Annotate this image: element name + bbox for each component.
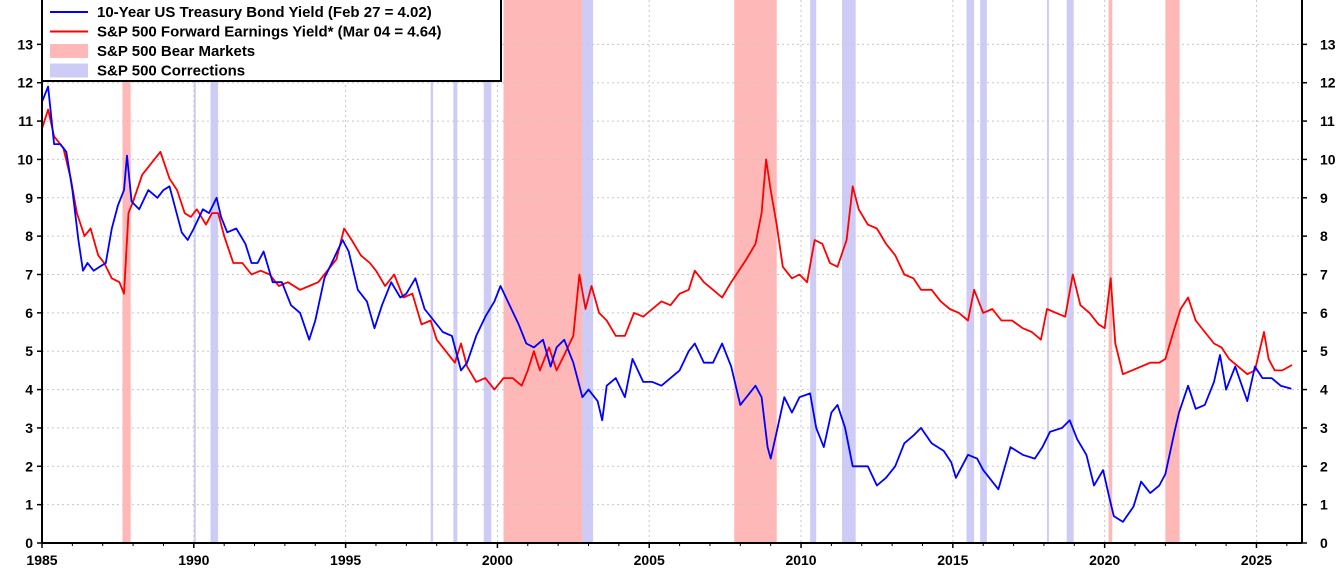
correction-band (980, 0, 987, 543)
legend-label: 10-Year US Treasury Bond Yield (Feb 27 =… (97, 4, 432, 21)
plot-background (42, 0, 1302, 543)
legend-box (41, 0, 502, 82)
y-tick-label-left: 4 (25, 382, 33, 398)
treasury-yield-line (41, 85, 1292, 523)
x-tick-label: 2010 (785, 552, 816, 568)
y-tick-label-left: 7 (25, 267, 33, 283)
y-tick-label-left: 13 (17, 36, 33, 52)
y-tick-label-left: 10 (17, 151, 33, 167)
series-lines (41, 85, 1293, 523)
bear-market-band (1108, 0, 1113, 543)
legend-label: S&P 500 Corrections (97, 63, 245, 80)
correction-band (193, 0, 196, 543)
y-tick-label-left: 1 (25, 497, 33, 513)
correction-band (1066, 0, 1074, 543)
x-tick-label: 2005 (634, 552, 665, 568)
y-tick-label-left: 5 (25, 343, 33, 359)
y-tick-label-right: 4 (1320, 382, 1328, 398)
x-tick-label: 2015 (937, 552, 968, 568)
legend-swatch-band (50, 44, 88, 58)
correction-band (453, 0, 458, 543)
shaded-periods (122, 0, 1180, 543)
y-tick-label-right: 1 (1320, 497, 1328, 513)
legend: 10-Year US Treasury Bond Yield (Feb 27 =… (41, 0, 502, 82)
y-tick-label-right: 9 (1320, 190, 1328, 206)
x-tick-label: 1990 (178, 552, 209, 568)
correction-band (210, 0, 219, 543)
correction-band (966, 0, 975, 543)
legend-label: S&P 500 Forward Earnings Yield* (Mar 04 … (97, 24, 441, 41)
y-tick-label-right: 2 (1320, 458, 1328, 474)
y-tick-label-right: 8 (1320, 228, 1328, 244)
bear-market-band (734, 0, 777, 543)
correction-band (842, 0, 856, 543)
y-tick-label-left: 6 (25, 305, 33, 321)
y-tick-label-left: 3 (25, 420, 33, 436)
y-tick-label-right: 12 (1320, 75, 1336, 91)
x-tick-label: 1995 (330, 552, 361, 568)
correction-band (430, 0, 434, 543)
legend-label: S&P 500 Bear Markets (97, 43, 255, 60)
bear-market-band (503, 0, 583, 543)
x-tick-label: 2000 (482, 552, 513, 568)
y-tick-label-right: 6 (1320, 305, 1328, 321)
correction-band (1046, 0, 1049, 543)
y-tick-label-left: 0 (25, 535, 33, 551)
x-tick-label: 2025 (1241, 552, 1272, 568)
correction-band (810, 0, 817, 543)
legend-swatch-band (50, 63, 88, 78)
y-tick-label-right: 7 (1320, 267, 1328, 283)
x-tick-label: 1985 (26, 552, 57, 568)
y-tick-label-left: 9 (25, 190, 33, 206)
y-tick-label-left: 11 (18, 113, 33, 129)
y-tick-label-right: 10 (1320, 151, 1336, 167)
y-tick-label-right: 0 (1320, 535, 1328, 551)
bear-market-band (1165, 0, 1180, 543)
earnings-yield-line (41, 108, 1293, 391)
y-tick-label-right: 3 (1320, 420, 1328, 436)
y-tick-label-left: 8 (25, 228, 33, 244)
y-tick-label-left: 2 (25, 458, 33, 474)
y-tick-label-right: 5 (1320, 343, 1328, 359)
y-tick-label-right: 13 (1320, 36, 1336, 52)
bear-market-band (122, 0, 131, 543)
y-tick-label-left: 12 (17, 75, 33, 91)
x-tick-label: 2020 (1089, 552, 1120, 568)
correction-band (483, 0, 492, 543)
correction-band (582, 0, 594, 543)
y-tick-label-right: 11 (1320, 113, 1335, 129)
